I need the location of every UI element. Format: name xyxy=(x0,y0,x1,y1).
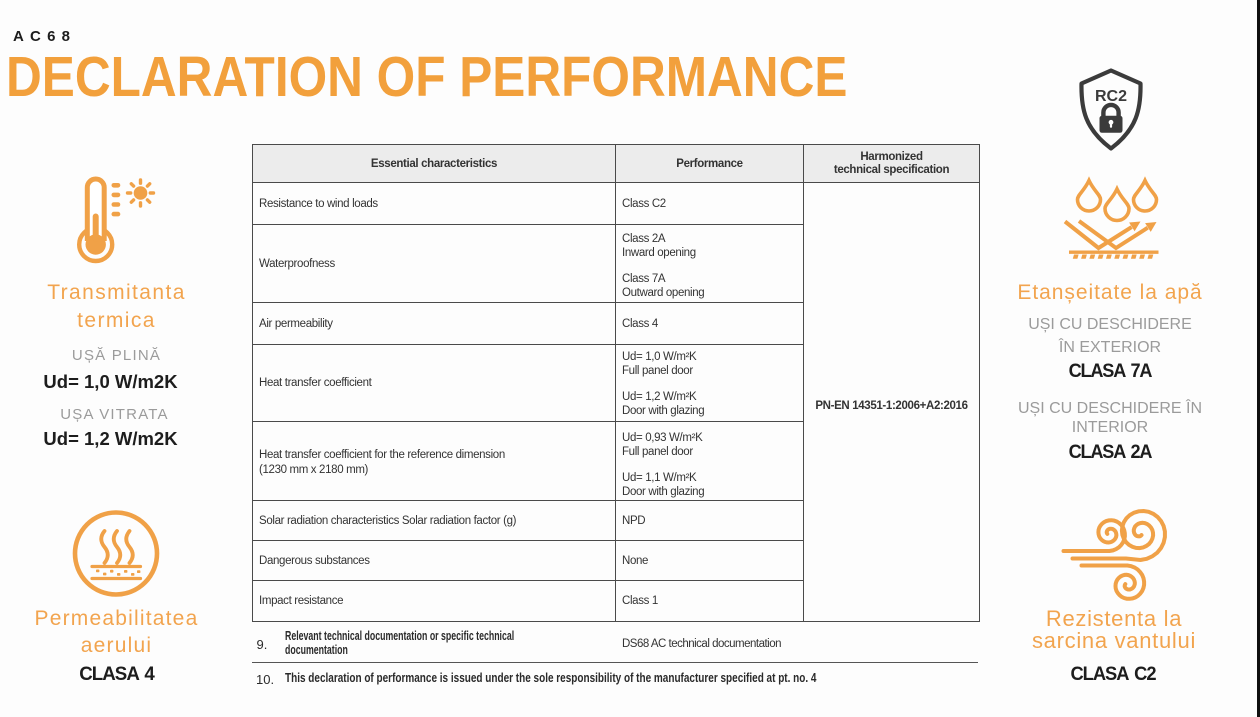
svg-text:RC2: RC2 xyxy=(1095,88,1127,105)
